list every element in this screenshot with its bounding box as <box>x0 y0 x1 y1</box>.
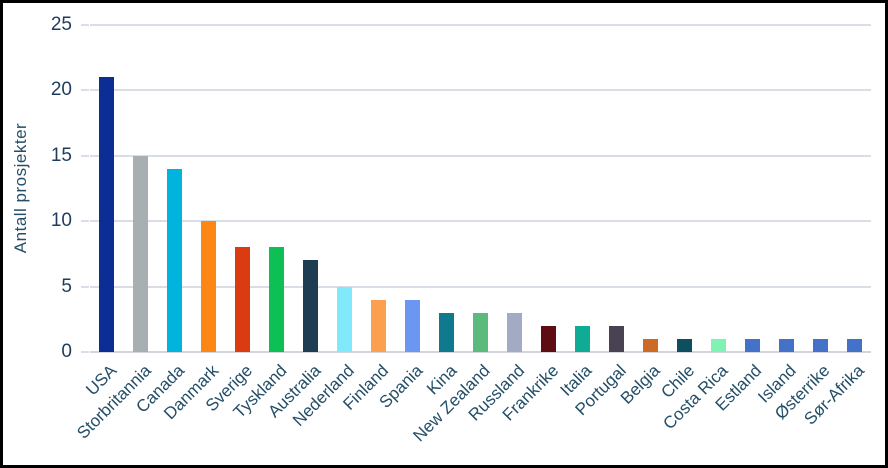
bar-frankrike <box>540 325 556 352</box>
bar-danmark <box>201 221 217 352</box>
bar-belgia <box>642 338 658 352</box>
bar-s-r-afrika <box>846 338 862 352</box>
y-tick-label: 0 <box>61 341 72 362</box>
bar-island <box>778 338 794 352</box>
bar-chile <box>676 338 692 352</box>
gridline <box>90 154 871 157</box>
y-tick-mark <box>81 154 89 157</box>
gridline <box>90 89 871 92</box>
y-tick-label: 15 <box>50 144 72 166</box>
bar-spania <box>405 299 421 352</box>
bar-sverige <box>235 247 251 352</box>
bar-russland <box>506 312 522 352</box>
y-tick-label: 10 <box>50 210 72 232</box>
bar-portugal <box>608 325 624 352</box>
y-tick-mark <box>81 351 89 353</box>
bar--sterrike <box>812 338 828 352</box>
bar-estland <box>744 338 760 352</box>
bar-australia <box>303 260 319 352</box>
bar-finland <box>371 299 387 352</box>
bar-canada <box>167 168 183 352</box>
bar-costa-rica <box>710 338 726 352</box>
bar-chart: Antall prosjekter 0 5 10 15 20 25 USA Storbrita… <box>3 3 885 465</box>
y-axis-title: Antall prosjekter <box>11 122 30 254</box>
bar-usa <box>99 77 115 352</box>
bar-new-zealand <box>473 312 488 352</box>
y-tick-label: 25 <box>50 14 72 35</box>
y-tick-mark <box>81 24 89 26</box>
bar-italia <box>574 325 590 352</box>
bar-storbritannia <box>133 155 149 352</box>
y-tick-mark <box>81 89 89 92</box>
y-tick-label: 5 <box>61 275 72 297</box>
bar-tyskland <box>269 247 285 352</box>
y-tick-mark <box>81 285 89 288</box>
gridline <box>90 24 871 26</box>
y-tick-label: 20 <box>50 79 72 101</box>
bar-kina <box>439 312 455 352</box>
bar-nederland <box>337 286 353 352</box>
y-tick-mark <box>81 220 89 223</box>
